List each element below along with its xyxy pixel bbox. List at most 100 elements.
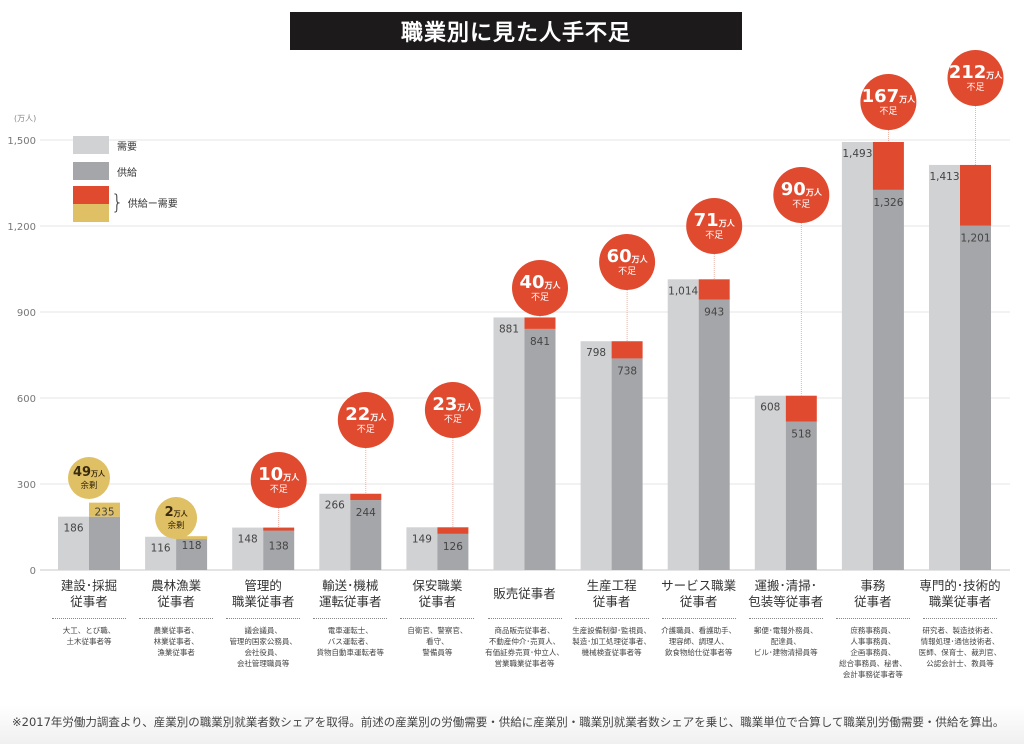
category-divider (574, 618, 649, 619)
bubble-value-text: 10万人 (258, 464, 300, 485)
bar-demand (580, 341, 612, 570)
legend-swatch-surplus (73, 204, 109, 222)
category-examples: 電車運転士、 バス運転者、 貨物自動車運転者等 (316, 626, 385, 657)
data-label-supply: 138 (269, 540, 289, 552)
category-label: 専門的･技術的 職業従事者 研究者、製造技術者、 情報処理･通信技術者、 医師、保… (917, 578, 1003, 669)
legend-swatch-supply (73, 162, 109, 180)
data-label-supply: 841 (530, 336, 550, 348)
shortage-bubble (686, 198, 743, 254)
category-name: 運搬･清掃･ 包装等従事者 (748, 578, 824, 609)
category-examples: 庶務事務員、 人事事務員、 企画事務員、 総合事務員、秘書、 会計事務従事者等 (839, 626, 907, 679)
bar-shortage-segment (611, 341, 643, 359)
y-tick-label: 0 (30, 566, 36, 577)
data-label-demand: 1,493 (842, 148, 872, 160)
bar-supply (611, 358, 643, 570)
bar-supply (524, 328, 556, 570)
bar-shortage-segment (785, 395, 817, 422)
y-tick-label: 300 (17, 480, 36, 491)
legend-swatch-demand (73, 136, 109, 154)
legend-item-supply: 供給 (73, 162, 137, 180)
data-label-supply: 126 (443, 541, 463, 553)
bar-supply (872, 189, 904, 570)
data-label-demand: 1,413 (929, 171, 959, 183)
category-name: 保安職業 従事者 (412, 578, 463, 609)
shortage-bubble (860, 74, 917, 130)
bar-supply (176, 536, 208, 570)
bubble-value: 10 (258, 464, 283, 485)
data-label-supply: 518 (791, 429, 811, 441)
category-label: 運搬･清掃･ 包装等従事者 郵便･電報外務員、 配達員、 ビル･建物清掃員等 (743, 578, 829, 658)
bubble-status: 不足 (618, 266, 636, 277)
category-divider (226, 618, 301, 619)
data-label-supply: 1,201 (960, 233, 990, 245)
data-label-demand: 798 (586, 347, 606, 359)
category-label: 生産工程 従事者 生産設備制御･監視員、 製造･加工処理従事者、 機械検査従事者等 (569, 578, 655, 658)
bubble-unit: 万人 (369, 412, 387, 422)
shortage-bubble (947, 50, 1004, 106)
legend-brace: } (111, 190, 124, 214)
bubble-value: 167 (862, 86, 900, 107)
data-label-demand: 186 (63, 523, 83, 535)
bar-supply (698, 299, 730, 570)
bar-demand (406, 527, 438, 570)
bubble-status: 余剰 (168, 520, 185, 531)
bar-supply (960, 225, 991, 571)
category-label: 建設･採掘 従事者 大工、とび職、 土木従事者等 (46, 578, 132, 647)
data-label-supply: 235 (94, 507, 114, 519)
bar-shortage-segment (263, 527, 295, 531)
bar-demand (58, 516, 89, 570)
category-label: 管理的 職業従事者 議会議員、 管理的国家公務員、 会社役員、 会社管理職員等 (220, 578, 306, 669)
bar-supply (785, 421, 817, 570)
bar-demand (493, 317, 525, 570)
category-examples: 議会議員、 管理的国家公務員、 会社役員、 会社管理職員等 (229, 626, 297, 668)
bar-supply (89, 516, 120, 570)
bubble-value: 2 (165, 505, 174, 520)
surplus-bubble (68, 457, 110, 499)
shortage-bubble (512, 260, 568, 316)
bubble-status: 不足 (357, 424, 375, 435)
category-name: 専門的･技術的 職業従事者 (919, 578, 1001, 609)
legend-diff-label-group: } 供給ー需要 (111, 192, 178, 212)
category-name: サービス職業 従事者 (661, 578, 737, 609)
legend-item-demand: 需要 (73, 136, 137, 154)
category-divider (487, 618, 562, 619)
category-examples: 介護職員、看護助手、 理容師、調理人、 飲食物給仕従事者等 (661, 626, 737, 657)
bar-demand (754, 395, 786, 570)
bubble-value: 49 (73, 465, 91, 480)
category-examples: 自衛官、警察官、 看守、 警備員等 (407, 626, 468, 657)
bubble-value: 212 (949, 62, 987, 83)
bar-shortage-segment (437, 527, 469, 534)
y-tick-label: 1,500 (7, 136, 36, 147)
data-label-demand: 266 (325, 500, 345, 512)
bubble-unit: 万人 (631, 254, 649, 264)
shortage-bubble (424, 382, 481, 438)
bubble-value-text: 90万人 (781, 179, 823, 200)
data-label-demand: 1,014 (668, 285, 698, 297)
bubble-status: 余剰 (80, 480, 97, 491)
data-label-supply: 244 (356, 507, 376, 519)
shortage-bubble (599, 234, 656, 290)
bar-surplus-segment (176, 536, 208, 540)
bubble-status: 不足 (444, 414, 462, 425)
y-tick-label: 600 (17, 394, 36, 405)
legend-label-demand: 需要 (117, 141, 137, 153)
bubble-value: 90 (781, 179, 806, 200)
bubble-unit: 万人 (718, 218, 736, 228)
bar-supply (350, 500, 382, 570)
category-divider (923, 618, 997, 619)
category-name: 輸送･機械 運転従事者 (319, 578, 382, 609)
bubble-status: 不足 (792, 199, 810, 210)
data-label-demand: 608 (760, 402, 780, 414)
category-divider (661, 618, 736, 619)
bubble-unit: 万人 (173, 509, 189, 518)
category-divider (400, 618, 475, 619)
bubble-status: 不足 (531, 292, 549, 303)
bubble-value: 40 (519, 272, 544, 293)
legend-label-supply: 供給 (117, 167, 137, 179)
shortage-bubble (250, 452, 307, 508)
bubble-value: 22 (345, 404, 370, 425)
bubble-value-text: 167万人 (862, 86, 917, 107)
bubble-value-text: 212万人 (949, 62, 1004, 83)
category-label: 事務 従事者 庶務事務員、 人事事務員、 企画事務員、 総合事務員、秘書、 会計事… (830, 578, 916, 680)
